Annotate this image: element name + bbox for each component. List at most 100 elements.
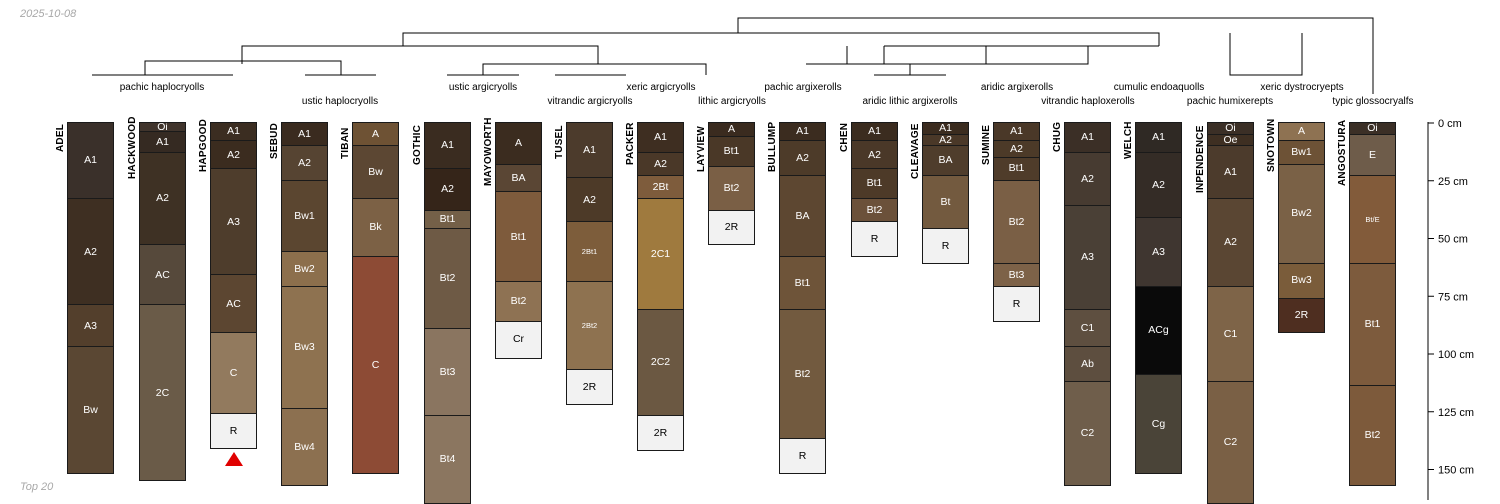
horizon: A3 (1064, 205, 1111, 311)
horizon: Bk (352, 198, 399, 257)
horizon: A (708, 122, 755, 137)
depth-tick-label: 25 cm (1438, 176, 1468, 188)
horizon: A2 (1135, 152, 1182, 218)
horizon-label: R (941, 239, 950, 252)
horizon: R (851, 221, 898, 257)
dendrogram-branch (846, 46, 1089, 65)
profile-name: SNOTOWN (1266, 118, 1277, 173)
horizon: Bt1 (779, 255, 826, 311)
horizon-label: Oe (1223, 133, 1238, 146)
horizon-label: Bw1 (294, 209, 315, 222)
horizon-label: Bt1 (866, 177, 883, 190)
horizon-label: BA (511, 171, 526, 184)
horizon: A3 (1135, 216, 1182, 287)
horizon-label: Bt1 (1364, 318, 1381, 331)
horizon-label: Bt2 (723, 182, 740, 195)
horizon: Bw (352, 145, 399, 200)
horizon-label: Bt3 (1008, 268, 1025, 281)
horizon-label: A3 (227, 215, 240, 228)
horizon-label: 2R (724, 221, 739, 234)
taxon-label: lithic argicryolls (698, 96, 766, 107)
horizon-label: R (1012, 297, 1021, 310)
horizon-label: A1 (796, 125, 809, 138)
horizon: Bw (67, 346, 114, 475)
horizon: R (922, 228, 969, 264)
horizon-label: A1 (939, 122, 952, 135)
horizon: A1 (139, 131, 186, 154)
horizon: A (352, 122, 399, 147)
horizon: A1 (779, 122, 826, 142)
horizon-label: 2C1 (650, 247, 671, 260)
figure-date: 2025-10-08 (20, 8, 77, 20)
taxon-label: aridic argixerolls (981, 82, 1053, 93)
horizon-label: A1 (156, 135, 169, 148)
horizon-label: A3 (1152, 245, 1165, 258)
horizon: Bt1 (708, 135, 755, 167)
horizon-label: A2 (1081, 172, 1094, 185)
horizon-label: A1 (1081, 131, 1094, 144)
horizon: Bw2 (281, 251, 328, 287)
horizon: A2 (1207, 198, 1254, 287)
horizon-label: C1 (1223, 327, 1238, 340)
depth-tick-label: 125 cm (1438, 407, 1474, 419)
horizon-label: Bt1 (723, 145, 740, 158)
horizon-label: R (798, 450, 807, 463)
horizon: 2C1 (637, 198, 684, 311)
horizon: C1 (1064, 309, 1111, 348)
horizon: ACg (1135, 286, 1182, 375)
profile-name: MAYOWORTH (483, 117, 494, 187)
horizon-label: C2 (1080, 426, 1095, 439)
horizon: Bt1 (495, 191, 542, 283)
profile-name: HAPGOOD (198, 119, 209, 173)
taxon-label: xeric argicryolls (627, 82, 696, 93)
horizon: A1 (210, 122, 257, 142)
horizon-label: Bt/E (1365, 214, 1380, 224)
horizon-label: A1 (654, 131, 667, 144)
horizon-label: A2 (298, 156, 311, 169)
horizon: A2 (139, 152, 186, 246)
horizon-label: E (1368, 148, 1376, 161)
depth-tick-label: 0 cm (1438, 118, 1462, 130)
horizon-label: 2Bt2 (581, 321, 598, 330)
profile-name: ANGOSTURA (1337, 119, 1348, 187)
horizon: A2 (67, 198, 114, 306)
horizon-label: A2 (796, 152, 809, 165)
horizon-label: Bt (940, 195, 951, 208)
horizon: A1 (1064, 122, 1111, 154)
horizon-label: Bt1 (794, 276, 811, 289)
horizon-label: Cg (1151, 417, 1166, 430)
horizon: A2 (424, 168, 471, 211)
horizon-label: Bw (83, 403, 98, 416)
horizon-label: A2 (939, 133, 952, 146)
horizon: Bt3 (993, 262, 1040, 287)
horizon: Ab (1064, 346, 1111, 382)
horizon: A2 (1064, 152, 1111, 207)
horizon-label: Bt4 (439, 453, 456, 466)
horizon: C (352, 255, 399, 475)
depth-tick-label: 75 cm (1438, 291, 1468, 303)
taxon-label: aridic lithic argixerolls (862, 96, 957, 107)
horizon-label: 2Bt (652, 180, 669, 193)
horizon: Bw2 (1278, 163, 1325, 264)
taxon-label: ustic argicryolls (449, 82, 517, 93)
horizon: A3 (210, 168, 257, 276)
profile-name: TUSEL (554, 124, 565, 159)
horizon-label: A1 (583, 143, 596, 156)
taxon-label: vitrandic haploxerolls (1041, 96, 1134, 107)
horizon-label: AC (155, 268, 170, 281)
horizon-label: Bt2 (866, 204, 883, 217)
horizon-label: AC (226, 297, 241, 310)
horizon: Bt (922, 175, 969, 230)
horizon-label: Oi (1225, 122, 1236, 135)
horizon: A1 (637, 122, 684, 154)
horizon-label: 2R (582, 380, 597, 393)
horizon-label: A2 (441, 183, 454, 196)
taxon-label: cumulic endoaquolls (1114, 82, 1205, 93)
profile-name: BULLUMP (767, 122, 778, 173)
taxon-label: pachic humixerepts (1187, 96, 1273, 107)
horizon: Bw3 (281, 286, 328, 410)
horizon: Cr (495, 320, 542, 359)
horizon: R (210, 413, 257, 449)
horizon-label: 2R (653, 426, 668, 439)
horizon-label: A2 (654, 157, 667, 170)
